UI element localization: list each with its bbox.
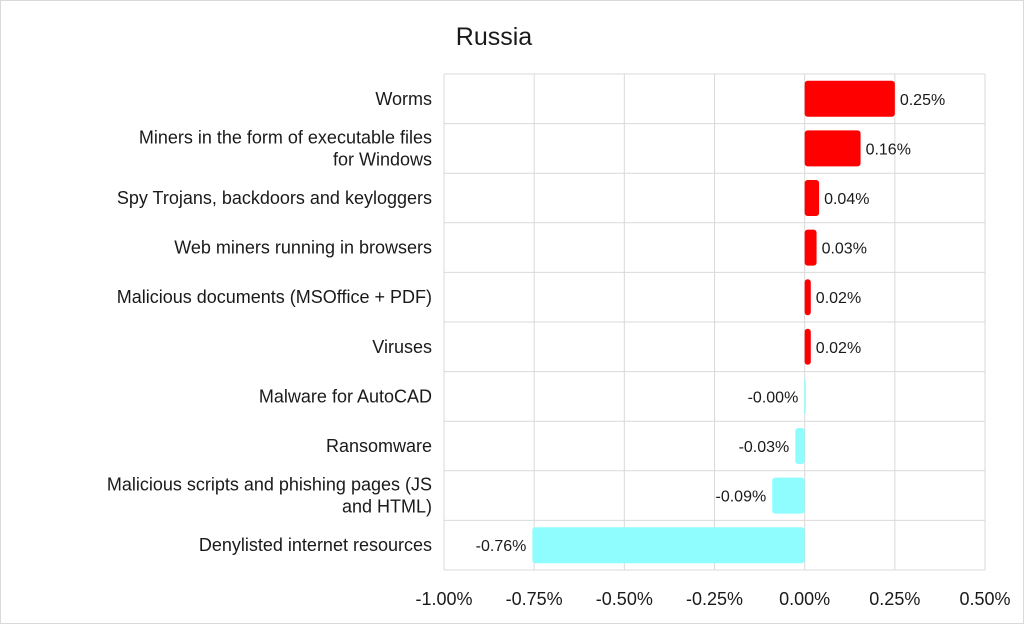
bar	[804, 80, 895, 117]
bar	[772, 477, 805, 514]
bar	[804, 378, 806, 415]
bar	[804, 229, 817, 266]
grid	[443, 73, 986, 571]
category-label: Spy Trojans, backdoors and keyloggers	[117, 188, 432, 208]
bar	[804, 279, 811, 316]
value-label: 0.02%	[816, 290, 861, 307]
category-label: and HTML)	[342, 497, 432, 517]
category-label: Malware for AutoCAD	[259, 386, 432, 406]
category-label: Web miners running in browsers	[174, 238, 432, 258]
x-tick-label: -0.50%	[596, 589, 653, 609]
bar	[804, 328, 811, 365]
category-labels: Worms Miners in the form of executable fi…	[107, 89, 432, 555]
bar	[804, 130, 861, 167]
value-label: -0.09%	[716, 489, 767, 506]
category-label: Viruses	[372, 337, 432, 357]
bars	[532, 80, 895, 564]
bar	[804, 180, 820, 216]
value-label: 0.25%	[900, 92, 945, 109]
value-label: 0.04%	[824, 191, 869, 208]
category-label: for Windows	[333, 149, 432, 169]
category-label: Miners in the form of executable files	[139, 127, 432, 147]
value-label: -0.00%	[748, 389, 799, 406]
value-label: 0.03%	[822, 241, 867, 258]
x-tick-label: -0.75%	[506, 589, 563, 609]
value-label: -0.03%	[739, 439, 790, 456]
category-label: Malicious scripts and phishing pages (JS	[107, 475, 432, 495]
category-label: Ransomware	[326, 436, 432, 456]
x-tick-label: 0.50%	[959, 589, 1010, 609]
bar	[795, 428, 805, 464]
value-label: -0.76%	[476, 538, 527, 555]
x-tick-labels: -1.00% -0.75% -0.50% -0.25% 0.00% 0.25% 0.50%	[415, 589, 1010, 609]
chart-title: Russia	[456, 23, 533, 51]
category-label: Worms	[375, 89, 432, 109]
value-label: 0.02%	[816, 340, 861, 357]
bar	[532, 527, 805, 564]
x-tick-label: -0.25%	[686, 589, 743, 609]
x-tick-label: -1.00%	[415, 589, 472, 609]
x-tick-label: 0.25%	[869, 589, 920, 609]
category-label: Denylisted internet resources	[199, 535, 432, 555]
value-labels: 0.25% 0.16% 0.04% 0.03% 0.02% 0.02% -0.00% -0.0…	[476, 92, 946, 555]
value-label: 0.16%	[866, 141, 911, 158]
category-label: Malicious documents (MSOffice + PDF)	[117, 287, 432, 307]
x-tick-label: 0.00%	[779, 589, 830, 609]
